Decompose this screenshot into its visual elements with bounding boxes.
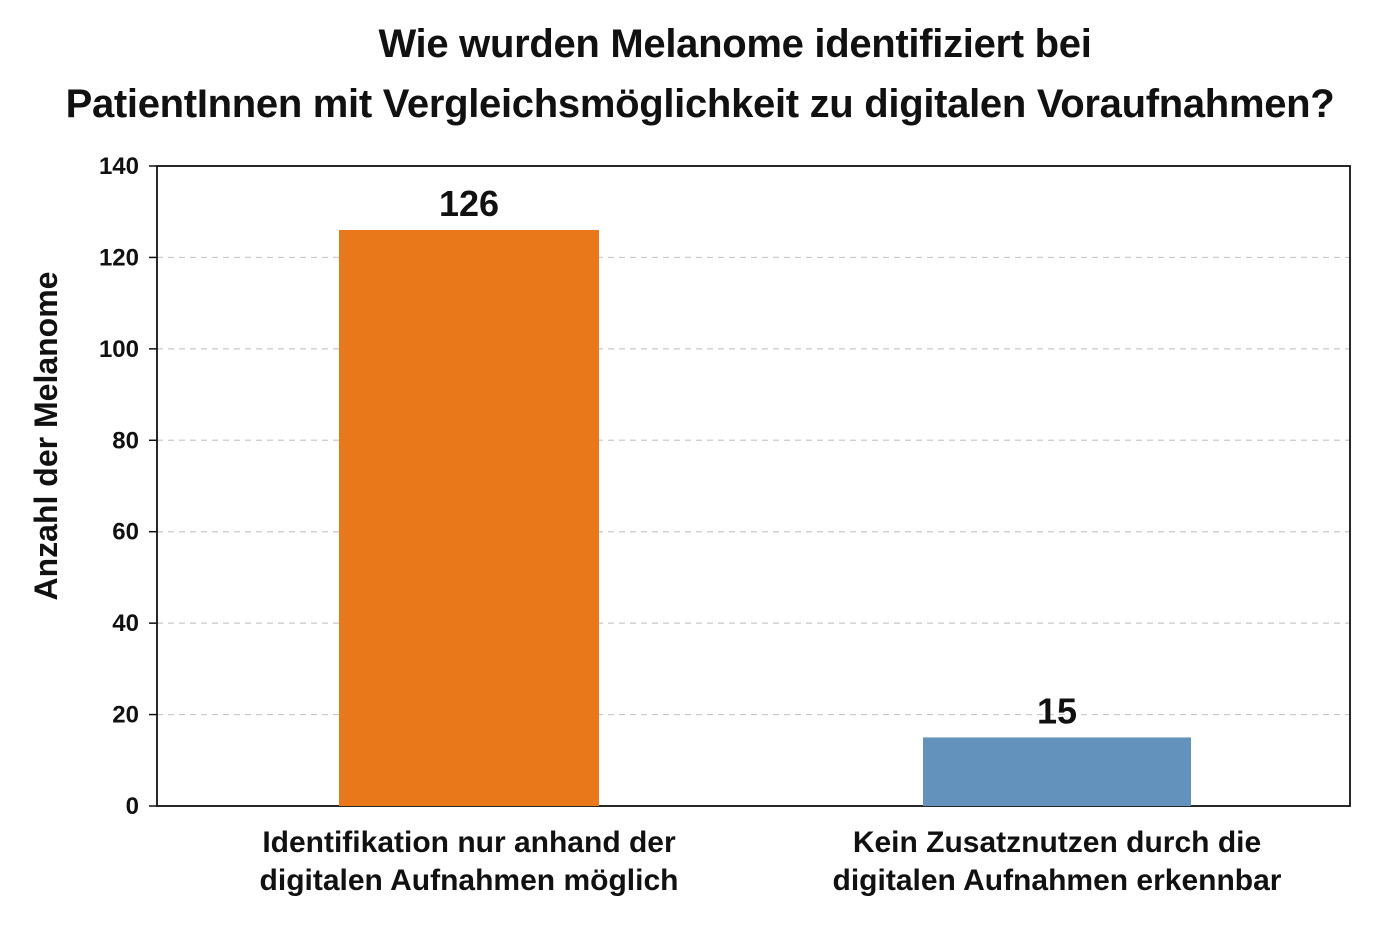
y-tick-label: 120 (99, 244, 139, 271)
y-tick-label: 20 (112, 702, 139, 729)
bar (923, 737, 1191, 806)
y-tick-label: 40 (112, 610, 139, 637)
bar (339, 230, 599, 806)
x-tick-label: digitalen Aufnahmen möglich (260, 864, 679, 897)
data-label: 15 (1037, 690, 1077, 731)
y-tick-label: 100 (99, 336, 139, 363)
data-label: 126 (439, 183, 499, 224)
y-axis-label: Anzahl der Melanome (28, 272, 64, 601)
x-tick-label: Identifikation nur anhand der (262, 826, 676, 859)
y-tick-label: 80 (112, 427, 139, 454)
chart-title-line-1: Wie wurden Melanome identifiziert bei (378, 22, 1092, 66)
y-tick-label: 140 (99, 153, 139, 180)
plot-frame (156, 165, 1351, 807)
x-tick-label: Kein Zusatznutzen durch die (853, 826, 1261, 859)
chart-title-line-2: PatientInnen mit Vergleichsmöglichkeit z… (65, 82, 1335, 126)
x-tick-label: digitalen Aufnahmen erkennbar (833, 864, 1282, 897)
y-tick-label: 60 (112, 519, 139, 546)
y-tick-label: 0 (126, 793, 139, 820)
